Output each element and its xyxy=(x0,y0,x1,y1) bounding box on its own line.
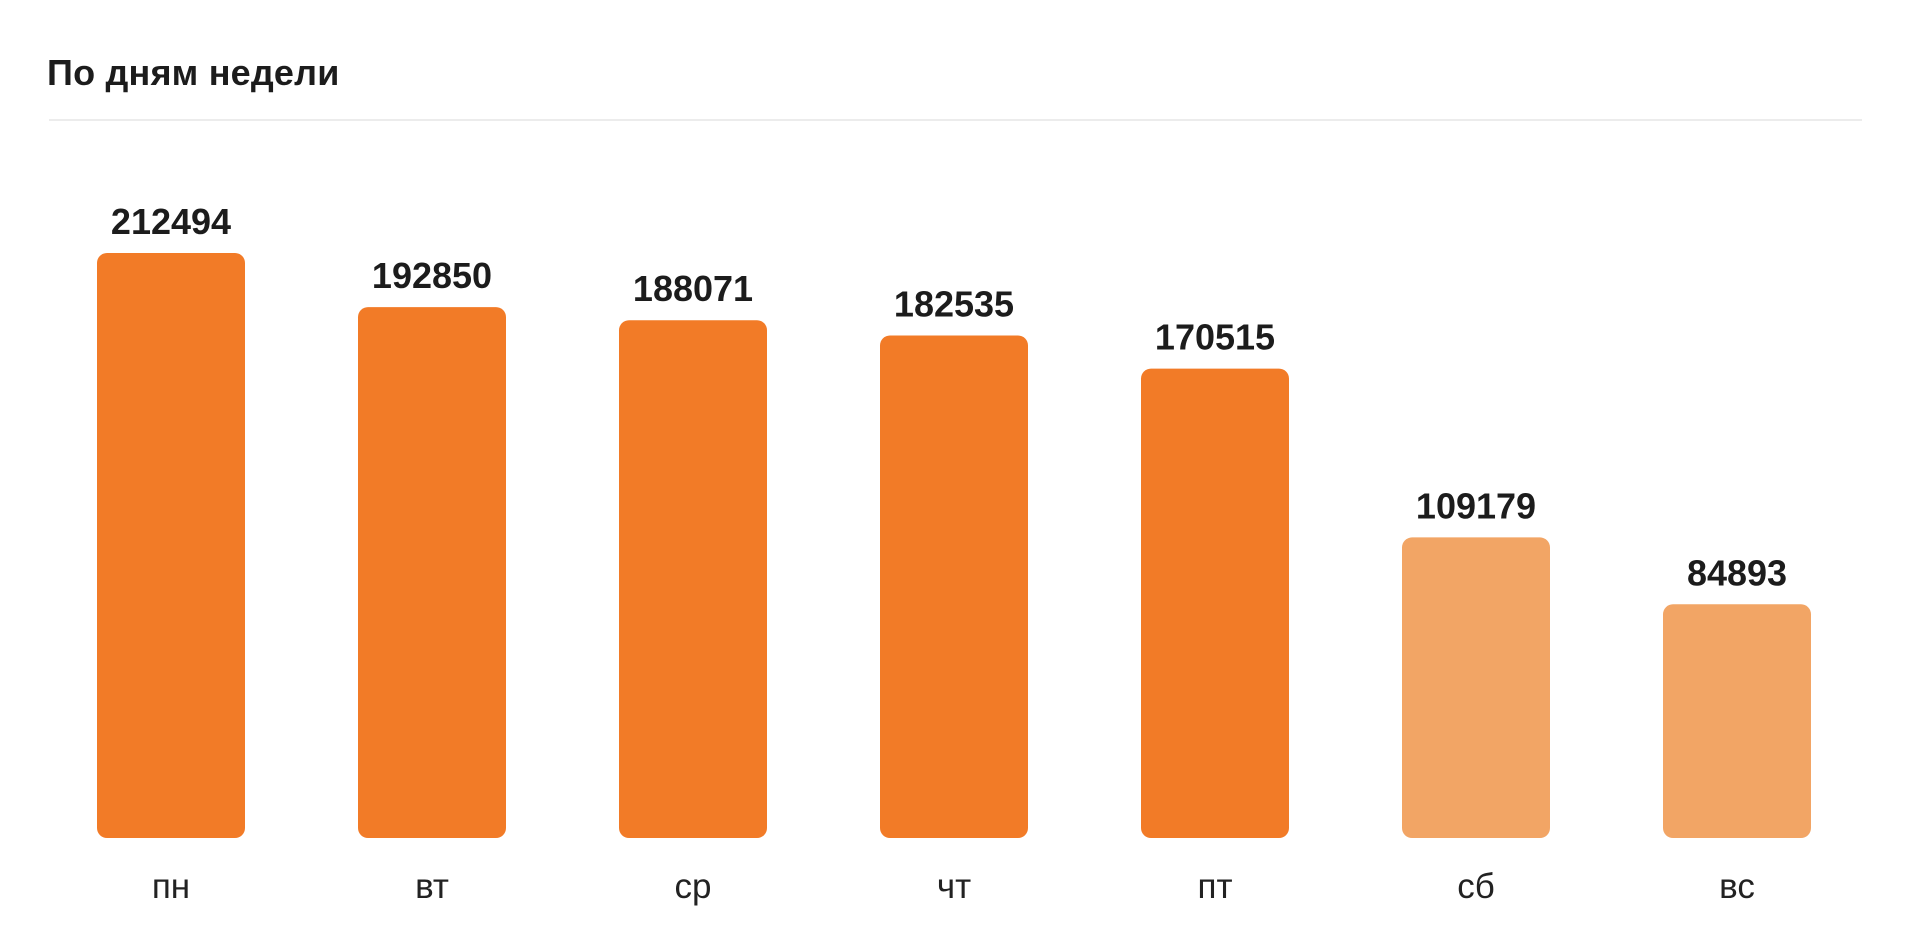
bar-сб[interactable] xyxy=(1402,537,1550,838)
bar-value-label: 192850 xyxy=(372,255,492,296)
category-label: пн xyxy=(152,867,190,906)
chart-title: По дням недели xyxy=(47,52,340,93)
category-label: чт xyxy=(937,867,971,906)
bar-value-label: 170515 xyxy=(1155,317,1275,358)
title-divider xyxy=(49,119,1862,121)
bar-value-label: 84893 xyxy=(1687,552,1787,593)
bar-ср[interactable] xyxy=(619,320,767,839)
bar-вт[interactable] xyxy=(358,307,506,838)
category-label: сб xyxy=(1457,867,1495,906)
bar-чт[interactable] xyxy=(880,335,1028,838)
bar-value-label: 182535 xyxy=(894,283,1014,324)
category-label: вт xyxy=(415,867,449,906)
category-label: пт xyxy=(1198,867,1233,906)
bar-пн[interactable] xyxy=(97,253,245,838)
category-label: ср xyxy=(675,867,712,906)
bar-вс[interactable] xyxy=(1663,604,1811,838)
bar-value-label: 212494 xyxy=(111,201,231,242)
bar-value-label: 188071 xyxy=(633,268,753,309)
bar-пт[interactable] xyxy=(1141,368,1289,838)
category-label: вс xyxy=(1719,867,1755,906)
bar-value-label: 109179 xyxy=(1416,485,1536,526)
